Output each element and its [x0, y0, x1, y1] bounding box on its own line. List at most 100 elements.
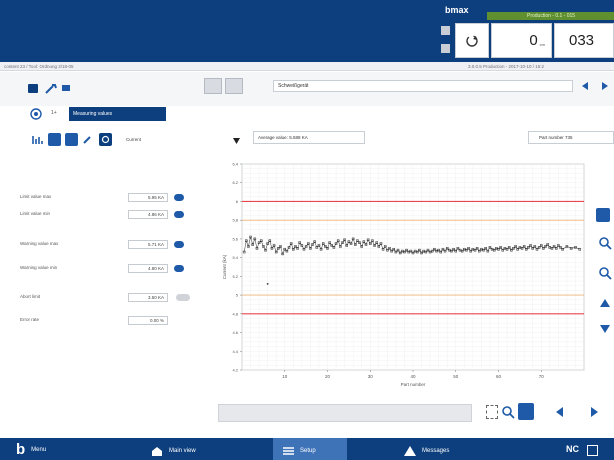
refresh-icon[interactable]: [99, 133, 112, 146]
prev-arrow-icon[interactable]: [580, 81, 590, 91]
chart-type-icon[interactable]: [31, 133, 44, 146]
up-icon[interactable]: [441, 26, 450, 35]
brand-logo: bmax: [445, 5, 469, 15]
wrench-icon[interactable]: [44, 84, 58, 94]
data-point: [550, 247, 554, 250]
messages-button[interactable]: Messages: [404, 446, 449, 456]
data-point: [484, 247, 487, 250]
data-point: [364, 243, 368, 246]
zoom-in-icon[interactable]: [598, 236, 612, 250]
data-point: [302, 247, 306, 251]
data-point: [557, 244, 560, 247]
folder-icon[interactable]: [28, 84, 38, 93]
target-icon[interactable]: [30, 108, 42, 120]
data-point: [377, 245, 381, 248]
abort-toggle[interactable]: [176, 294, 190, 301]
pencil-icon[interactable]: [82, 134, 93, 145]
scroll-down-icon[interactable]: [598, 322, 612, 336]
data-point: [478, 249, 481, 253]
data-point: [255, 247, 259, 250]
data-point: [345, 244, 348, 247]
next-arrow-icon[interactable]: [600, 81, 610, 91]
page-next-icon[interactable]: [589, 406, 600, 418]
data-point: [313, 240, 316, 243]
chart-view-icon[interactable]: [48, 133, 61, 146]
data-point: [321, 242, 325, 245]
zoom-active-icon[interactable]: [518, 403, 534, 420]
nc-button[interactable]: NC: [566, 444, 579, 454]
menu-button[interactable]: b Menu: [16, 441, 46, 458]
data-point: [546, 243, 549, 246]
nc-label: NC: [566, 444, 579, 454]
data-point: [535, 247, 539, 251]
data-point: [351, 237, 355, 241]
data-point: [319, 247, 323, 251]
data-point: [559, 246, 562, 249]
tab-prefix-label: 1+: [51, 110, 57, 116]
data-point: [332, 246, 336, 249]
data-point: [416, 250, 419, 254]
data-point: [366, 238, 370, 242]
field-value[interactable]: 3.50 KA: [128, 293, 168, 302]
data-point: [315, 246, 319, 249]
field-value[interactable]: 0.00 %: [128, 316, 168, 325]
data-point: [330, 244, 334, 247]
limit-toggle[interactable]: [174, 241, 184, 248]
data-point: [360, 245, 363, 248]
data-point: [339, 245, 342, 248]
data-point: [251, 243, 254, 246]
y-tick-label: 6.4: [232, 162, 238, 167]
fit-frame-icon[interactable]: [486, 405, 498, 419]
data-point: [537, 246, 541, 249]
field-value[interactable]: 5.71 KA: [128, 240, 168, 249]
data-point: [403, 250, 406, 254]
data-point: [354, 243, 357, 246]
scroll-up-icon[interactable]: [598, 296, 612, 310]
field-value[interactable]: 5.95 KA: [128, 193, 168, 202]
data-point: [326, 247, 329, 250]
screen-icon[interactable]: [587, 445, 598, 456]
data-point: [533, 245, 537, 248]
average-value-box: Average value: 5.588 KA: [253, 131, 365, 144]
settings-gear-icon[interactable]: [65, 133, 78, 146]
settings-icon[interactable]: [61, 83, 71, 93]
data-point: [328, 241, 331, 244]
data-point: [375, 241, 378, 244]
limit-toggle[interactable]: [174, 265, 184, 272]
main-view-button[interactable]: Main view: [151, 446, 196, 456]
tab-measuring-values[interactable]: Measuring values: [69, 107, 166, 121]
data-point: [324, 245, 327, 248]
zoom-out-icon[interactable]: [598, 266, 612, 280]
data-point: [362, 240, 366, 243]
limit-toggle[interactable]: [174, 194, 184, 201]
data-point: [283, 247, 286, 251]
nav-right-button[interactable]: [225, 78, 243, 94]
data-point: [441, 247, 445, 251]
limit-toggle[interactable]: [174, 211, 184, 218]
nav-left-button[interactable]: [204, 78, 222, 94]
data-point: [529, 244, 532, 247]
y-axis-label: Current (kA): [222, 254, 227, 279]
page-prev-icon[interactable]: [554, 406, 565, 418]
data-point: [465, 248, 468, 252]
data-point: [569, 247, 573, 250]
field-value[interactable]: 4.86 KA: [128, 210, 168, 219]
data-point: [277, 247, 280, 250]
chevron-down-icon[interactable]: [233, 138, 240, 144]
measurement-select[interactable]: Current: [126, 137, 142, 142]
data-point: [454, 249, 457, 253]
fit-view-icon[interactable]: [596, 208, 610, 222]
data-point: [279, 245, 282, 248]
data-point: [482, 248, 485, 252]
cycle-status-box[interactable]: [455, 23, 489, 58]
field-value[interactable]: 4.80 KA: [128, 264, 168, 273]
part-number-box: Part number 735: [528, 131, 614, 144]
zoom-icon[interactable]: [501, 405, 515, 419]
data-point: [392, 247, 396, 251]
data-point: [373, 244, 376, 247]
warning-icon: [404, 446, 416, 456]
down-icon[interactable]: [441, 44, 450, 53]
outlier-point: [266, 282, 269, 285]
device-dropdown[interactable]: Schweißgerät: [273, 80, 573, 92]
data-point: [420, 251, 423, 255]
